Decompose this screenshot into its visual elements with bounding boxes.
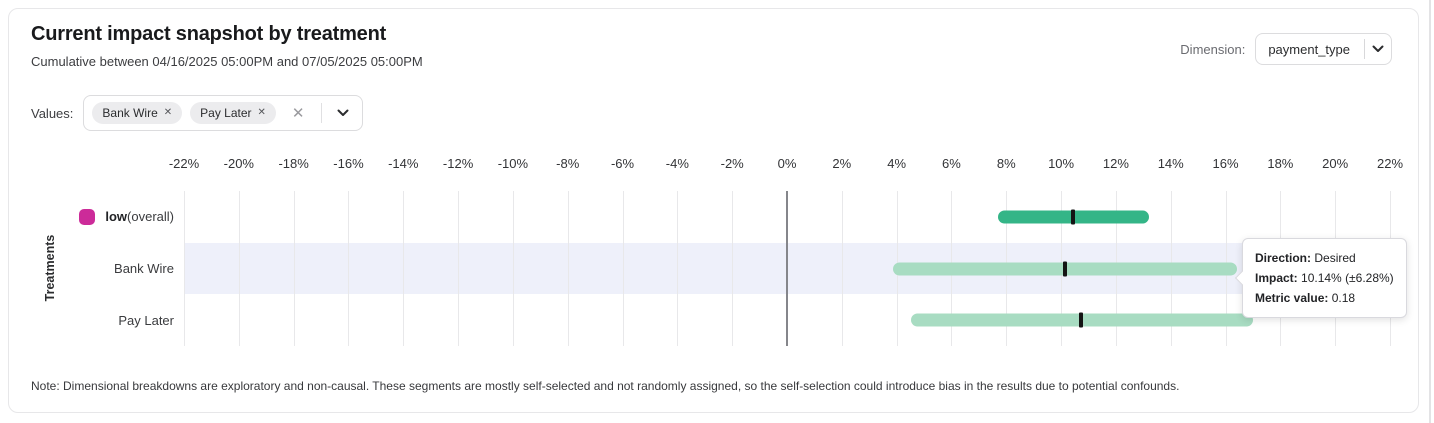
impact-center-marker [1071,209,1076,225]
gridline [622,191,624,346]
divider [1364,39,1365,59]
axis-tick-label: 4% [887,156,907,171]
clear-all-icon[interactable]: ✕ [291,105,305,122]
chevron-down-icon[interactable] [1365,45,1391,53]
values-filter: Values: Bank Wire ✕ Pay Later ✕ ✕ [31,95,363,131]
tooltip-metric-row: Metric value: 0.18 [1255,288,1394,308]
axis-tick-label: -14% [388,156,419,171]
axis-tick-label: 8% [996,156,1016,171]
axis-tick-label: -22% [168,156,200,171]
axis-tick-label: 12% [1102,156,1129,171]
tooltip-direction-label: Direction: [1255,251,1312,265]
treatment-name: Pay Later [118,312,174,328]
gridline [512,191,514,346]
dimension-select[interactable]: payment_type [1255,33,1392,65]
bar-tooltip: Direction: Desired Impact: 10.14% (±6.28… [1234,238,1407,318]
tooltip-direction-row: Direction: Desired [1255,248,1394,268]
axis-tick-label: -18% [278,156,309,171]
impact-center-marker [1062,261,1067,276]
gridline [293,191,295,346]
value-chip[interactable]: Pay Later ✕ [190,102,276,124]
legend-swatch [79,208,96,225]
tooltip-impact-value: 10.14% (±6.28%) [1301,271,1394,285]
values-label: Values: [31,105,74,121]
axis-tick-label: -6% [610,156,635,171]
remove-chip-icon[interactable]: ✕ [257,107,266,118]
chips-container: Bank Wire ✕ Pay Later ✕ [92,102,276,124]
impact-center-marker [1079,312,1084,328]
impact-snapshot-card: Current impact snapshot by treatment Cum… [8,8,1419,413]
date-range-subtitle: Cumulative between 04/16/2025 05:00PM an… [31,54,423,69]
adjacent-panel-edge [1429,0,1431,423]
axis-tick-label: -20% [223,156,254,171]
dimension-control: Dimension: payment_type [1180,33,1392,65]
tooltip-impact-row: Impact: 10.14% (±6.28%) [1255,268,1394,288]
axis-tick-label: 22% [1376,156,1404,171]
axis-tick-label: -2% [720,156,744,171]
gridline [238,191,240,346]
treatment-label: Bank Wire [9,243,174,295]
axis-tick-label: -8% [556,156,580,171]
chip-label: Bank Wire [102,106,158,120]
gridline [677,191,679,346]
plot-area [184,191,1391,346]
tooltip-metric-value: 0.18 [1331,291,1356,305]
tooltip-metric-label: Metric value: [1255,291,1329,305]
impact-chart: Treatments -22% -20% -18% -16% -14% -12% -10% -… [9,9,1418,412]
treatment-name: low [105,209,128,225]
axis-tick-label: -16% [333,156,364,171]
gridline [567,191,569,346]
gridline [732,191,734,346]
axis-tick-label: 10% [1048,156,1075,171]
axis-tick-label: -10% [497,156,529,171]
treatment-label: low (overall) [9,191,174,243]
gridline [184,191,185,346]
axis-tick-label: 2% [832,156,852,171]
zero-baseline [786,191,788,346]
axis-tick-label: 18% [1267,156,1294,171]
chip-label: Pay Later [200,106,252,120]
axis-tick-label: -12% [442,156,474,171]
dimension-selected-value: payment_type [1268,41,1350,57]
treatment-labels: low (overall) Bank Wire Pay Later [9,191,174,346]
treatment-name: Bank Wire [114,260,174,276]
tooltip-impact-label: Impact: [1255,271,1298,285]
treatment-suffix: (overall) [127,209,174,225]
gridline [403,191,405,346]
treatment-label: Pay Later [9,294,174,346]
axis-tick-label: 0% [777,156,797,171]
divider [320,103,322,123]
values-multiselect[interactable]: Bank Wire ✕ Pay Later ✕ ✕ [83,95,363,131]
value-chip[interactable]: Bank Wire ✕ [92,102,183,124]
axis-tick-label: 20% [1322,156,1349,171]
footnote: Note: Dimensional breakdowns are explora… [31,379,1180,393]
axis-tick-label: -4% [665,156,689,171]
axis-tick-label: 14% [1157,156,1184,171]
x-axis: -22% -20% -18% -16% -14% -12% -10% -8% -6% -4% -2%… [169,156,1403,174]
tooltip-direction-value: Desired [1314,251,1356,265]
page-title: Current impact snapshot by treatment [31,23,387,45]
remove-chip-icon[interactable]: ✕ [163,107,173,118]
axis-tick-label: 6% [942,156,961,171]
axis-tick-label: 16% [1212,156,1239,171]
dimension-label: Dimension: [1180,41,1246,57]
chevron-down-icon[interactable] [330,109,356,117]
gridline [458,191,460,346]
gridline [841,191,843,346]
gridline [348,191,350,346]
